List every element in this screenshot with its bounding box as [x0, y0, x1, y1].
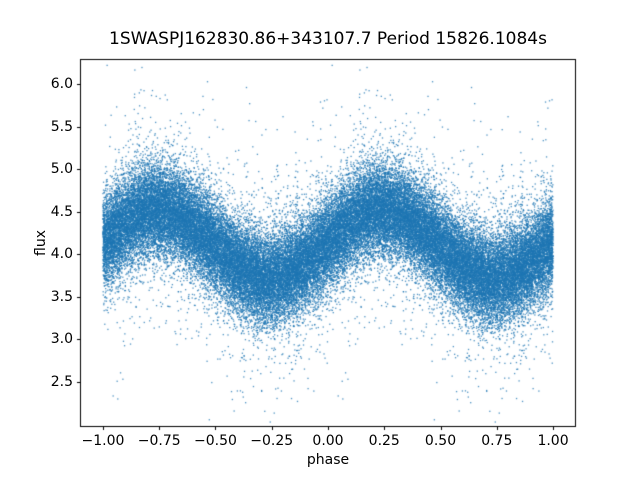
x-axis-label: phase	[306, 452, 350, 468]
y-axis-label: flux	[33, 230, 49, 256]
x-tick-label: 0.00	[312, 433, 344, 449]
x-tick-label: −1.00	[81, 433, 125, 449]
y-tick-label: 6.0	[50, 76, 73, 93]
y-tick-label: 2.5	[50, 373, 73, 390]
y-tick-label: 5.5	[50, 118, 73, 135]
y-tick-label: 4.5	[50, 203, 73, 220]
y-tick-label: 3.0	[50, 331, 73, 348]
x-tick-label: 0.75	[481, 433, 513, 449]
x-tick-label: 1.00	[537, 433, 569, 449]
y-tick-label: 3.5	[50, 288, 73, 305]
x-tick-label: 0.50	[424, 433, 457, 449]
y-tick-label: 4.0	[50, 246, 73, 263]
chart-title: 1SWASPJ162830.86+343107.7 Period 15826.1…	[109, 29, 547, 49]
x-tick-label: −0.25	[250, 433, 294, 449]
x-tick-label: 0.25	[368, 433, 400, 449]
x-tick-label: −0.75	[137, 433, 181, 449]
x-tick-label: −0.50	[194, 433, 237, 449]
y-tick-label: 5.0	[50, 161, 73, 178]
